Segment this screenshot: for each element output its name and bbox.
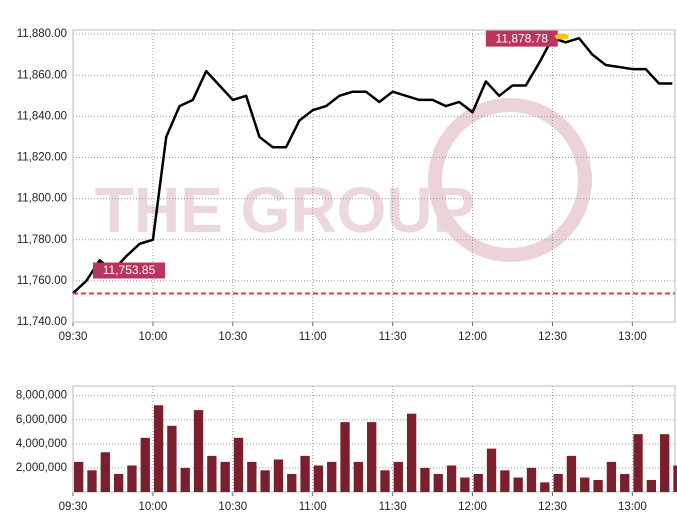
value-label-box [93,262,165,279]
volume-bar [220,461,230,492]
y-tick-label: 11,840.00 [17,110,67,122]
volume-bar [193,410,204,492]
volume-bar [553,473,563,492]
volume-bar [260,470,270,492]
volume-bar [287,473,297,492]
volume-bar [420,467,430,492]
y-tick-label: 11,800.00 [17,193,67,205]
x-tick-label: 12:30 [538,501,567,513]
volume-bar [620,473,630,492]
volume-bar [207,455,217,492]
x-tick-label: 11:30 [379,331,407,343]
x-tick-label: 12:00 [458,331,487,343]
volume-bar [633,434,643,492]
watermark-logo [428,98,592,262]
volume-bar [606,461,617,492]
y-tick-label: 2,000,000 [16,462,67,474]
volume-bar [153,405,164,492]
volume-bar [486,448,497,492]
volume-bar [327,461,337,492]
volume-bar [300,455,310,492]
volume-bar [127,465,137,492]
plot-frame [72,29,676,323]
y-tick-label: 11,740.00 [17,316,67,328]
x-tick-label: 11:00 [299,501,327,513]
volume-bar [673,465,677,492]
y-tick-label: 6,000,000 [16,414,67,426]
volume-bar [100,452,110,492]
volume-bar [513,477,523,492]
volume-bar [566,455,577,492]
x-tick-label: 10:00 [139,331,168,343]
value-label-box [485,30,558,47]
volume-bar [340,422,350,492]
volume-bar [87,470,97,492]
volume-bar [74,461,84,492]
volume-bar [446,465,457,492]
x-tick-label: 10:30 [218,331,247,343]
volume-bar [273,459,284,492]
x-tick-label: 13:00 [618,501,647,513]
max-marker [554,33,569,40]
volume-bar [580,477,590,492]
volume-bar [526,467,537,492]
y-tick-label: 11,760.00 [17,275,67,287]
volume-bar [646,479,657,492]
y-tick-label: 11,860.00 [17,69,67,81]
x-tick-label: 13:00 [618,331,647,343]
watermark: THE GROUP [95,174,475,246]
y-tick-label: 11,780.00 [17,234,67,246]
volume-bar [380,470,390,492]
volume-bar [593,479,603,492]
value-label: 11,753.85 [103,263,156,277]
volume-bar [460,477,470,492]
volume-bar [660,434,670,492]
x-tick-label: 10:30 [218,501,247,513]
x-tick-label: 11:30 [379,501,407,513]
volume-bar [353,461,364,492]
volume-bar [113,473,124,492]
x-tick-label: 09:30 [59,331,88,343]
volume-bar [247,461,257,492]
x-tick-label: 10:00 [139,501,168,513]
volume-bar [406,413,417,492]
y-tick-label: 8,000,000 [16,390,67,402]
x-tick-label: 09:30 [59,501,88,513]
y-tick-label: 11,880.00 [17,28,67,40]
x-tick-label: 12:30 [538,331,567,343]
volume-bar [433,473,443,492]
volume-bar [180,467,190,492]
volume-bar [167,425,177,492]
volume-bar [233,437,244,492]
y-tick-label: 11,820.00 [17,152,67,164]
volume-bar [540,482,550,492]
volume-bar [393,461,403,492]
y-tick-label: 4,000,000 [16,438,67,450]
volume-bar [313,465,324,492]
volume-bar [140,437,150,492]
volume-bar [500,470,510,492]
volume-bar [367,422,377,492]
value-label: 11,878.78 [496,31,549,45]
x-tick-label: 11:00 [299,331,327,343]
price-line [72,36,673,295]
volume-bar [473,473,483,492]
x-tick-label: 12:00 [458,501,487,513]
